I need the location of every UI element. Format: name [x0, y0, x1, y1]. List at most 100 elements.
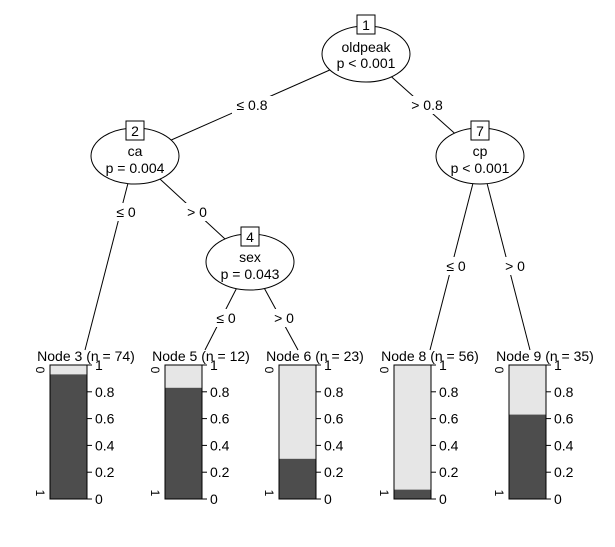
- bar-segment-class-0: [50, 365, 87, 375]
- bar-segment-class-1: [165, 387, 202, 499]
- axis-tick-label: 0.2: [210, 464, 230, 480]
- axis-tick-label: 0: [554, 491, 562, 507]
- edge-label-7-9: > 0: [500, 257, 530, 275]
- bar-frame: [164, 364, 203, 500]
- axis-tick-label: 0.2: [439, 464, 459, 480]
- axis-tick-label: 0.6: [95, 411, 115, 427]
- node-id: 2: [131, 123, 139, 139]
- edge-2-3: [84, 155, 136, 351]
- axis-tick-label: 0.8: [554, 384, 574, 400]
- inner-node-2: 2 ca p = 0.004: [90, 120, 180, 185]
- axis-tick-label: 0.8: [324, 384, 344, 400]
- terminal-node-8: Node 8 (n = 56) 0 1 0 0.2 0.4 0.6 0.8 1: [377, 348, 479, 507]
- bar-frame: [393, 364, 432, 500]
- class-label-top: 0: [377, 367, 391, 374]
- edge-label-text: ≤ 0.8: [236, 97, 267, 113]
- node-id: 4: [246, 229, 254, 245]
- axis-tick-label: 1: [210, 357, 218, 373]
- edge-label-text: > 0: [505, 258, 525, 274]
- axis-tick-label: 0.2: [95, 464, 115, 480]
- axis-tick-label: 0.2: [554, 464, 574, 480]
- axis-tick-label: 0.8: [95, 384, 115, 400]
- bar-segment-class-1: [394, 489, 431, 499]
- class-label-bottom: 1: [262, 490, 276, 497]
- node-p-value: p = 0.004: [106, 160, 165, 176]
- axis-tick-label: 1: [95, 357, 103, 373]
- edge-label-4-6: > 0: [270, 309, 298, 327]
- bar-segment-class-0: [394, 365, 431, 490]
- class-label-top: 0: [33, 367, 47, 374]
- inner-nodes: 1 oldpeak p < 0.001 2 ca p = 0.004 4 sex…: [90, 14, 525, 291]
- edge-7-9: [479, 155, 531, 351]
- inner-node-1: 1 oldpeak p < 0.001: [321, 14, 411, 83]
- axis-tick-label: 0.2: [324, 464, 344, 480]
- class-label-top: 0: [262, 367, 276, 374]
- edge-label-text: > 0.8: [411, 97, 443, 113]
- node-variable: ca: [128, 143, 143, 159]
- edge-labels: ≤ 0.8 > 0.8 ≤ 0 > 0 ≤ 0 > 0 ≤ 0 > 0: [112, 96, 530, 327]
- node-id: 1: [362, 17, 370, 33]
- axis-tick-label: 0.6: [439, 411, 459, 427]
- edge-label-1-2: ≤ 0.8: [232, 96, 272, 114]
- axis-tick-label: 0.4: [554, 437, 574, 453]
- terminal-node-9: Node 9 (n = 35) 0 1 0 0.2 0.4 0.6 0.8 1: [492, 348, 594, 507]
- axis-tick-label: 0.4: [439, 437, 459, 453]
- axis-tick-label: 0.6: [554, 411, 574, 427]
- axis-tick-label: 0: [210, 491, 218, 507]
- bar-frame: [508, 364, 547, 500]
- bar-frame: [278, 364, 317, 500]
- edge-label-1-7: > 0.8: [407, 96, 447, 114]
- node-variable: sex: [239, 249, 261, 265]
- class-label-bottom: 1: [492, 490, 506, 497]
- axis-tick-label: 1: [324, 357, 332, 373]
- edge-label-text: ≤ 0: [216, 310, 236, 326]
- edge-label-7-8: ≤ 0: [442, 257, 470, 275]
- edge-label-2-3: ≤ 0: [112, 203, 140, 221]
- bar-frame: [49, 364, 88, 500]
- axis-tick-label: 1: [554, 357, 562, 373]
- bar-segment-class-1: [509, 414, 546, 499]
- class-label-bottom: 1: [33, 490, 47, 497]
- edge-label-text: > 0: [187, 204, 207, 220]
- class-label-bottom: 1: [377, 490, 391, 497]
- axis-tick-label: 0: [439, 491, 447, 507]
- axis-tick-label: 0.6: [324, 411, 344, 427]
- terminal-node-title: Node 8 (n = 56): [381, 348, 479, 364]
- bar-segment-class-1: [279, 458, 316, 499]
- terminal-node-6: Node 6 (n = 23) 0 1 0 0.2 0.4 0.6 0.8 1: [262, 348, 364, 507]
- terminal-node-title: Node 6 (n = 23): [266, 348, 364, 364]
- axis-tick-label: 0.4: [210, 437, 230, 453]
- terminal-node-title: Node 3 (n = 74): [37, 348, 135, 364]
- bar-segment-class-1: [50, 374, 87, 499]
- edges: [84, 53, 531, 351]
- node-variable: oldpeak: [341, 39, 391, 55]
- axis-tick-label: 0: [95, 491, 103, 507]
- axis-tick-label: 0.6: [210, 411, 230, 427]
- edge-label-4-5: ≤ 0: [212, 309, 240, 327]
- axis-tick-label: 0.4: [95, 437, 115, 453]
- node-id: 7: [476, 123, 484, 139]
- axis-tick-label: 1: [439, 357, 447, 373]
- bar-segment-class-0: [279, 365, 316, 459]
- node-variable: cp: [473, 143, 488, 159]
- terminal-node-title: Node 9 (n = 35): [496, 348, 594, 364]
- class-label-top: 0: [492, 367, 506, 374]
- edge-7-8: [429, 155, 481, 351]
- edge-label-text: ≤ 0: [116, 204, 136, 220]
- terminal-node-5: Node 5 (n = 12) 0 1 0 0.2 0.4 0.6 0.8 1: [148, 348, 250, 507]
- terminal-node-3: Node 3 (n = 74) 0 1 0 0.2 0.4 0.6 0.8 1: [33, 348, 135, 507]
- class-label-top: 0: [148, 367, 162, 374]
- bar-segment-class-0: [165, 365, 202, 388]
- class-label-bottom: 1: [148, 490, 162, 497]
- inner-node-4: 4 sex p = 0.043: [205, 226, 295, 291]
- axis-tick-label: 0.4: [324, 437, 344, 453]
- edge-label-2-4: > 0: [182, 203, 210, 221]
- node-p-value: p < 0.001: [337, 55, 396, 71]
- terminal-node-title: Node 5 (n = 12): [152, 348, 250, 364]
- edge-label-text: > 0: [274, 310, 294, 326]
- axis-tick-label: 0: [324, 491, 332, 507]
- edge-label-text: ≤ 0: [446, 258, 466, 274]
- node-p-value: p = 0.043: [221, 266, 280, 282]
